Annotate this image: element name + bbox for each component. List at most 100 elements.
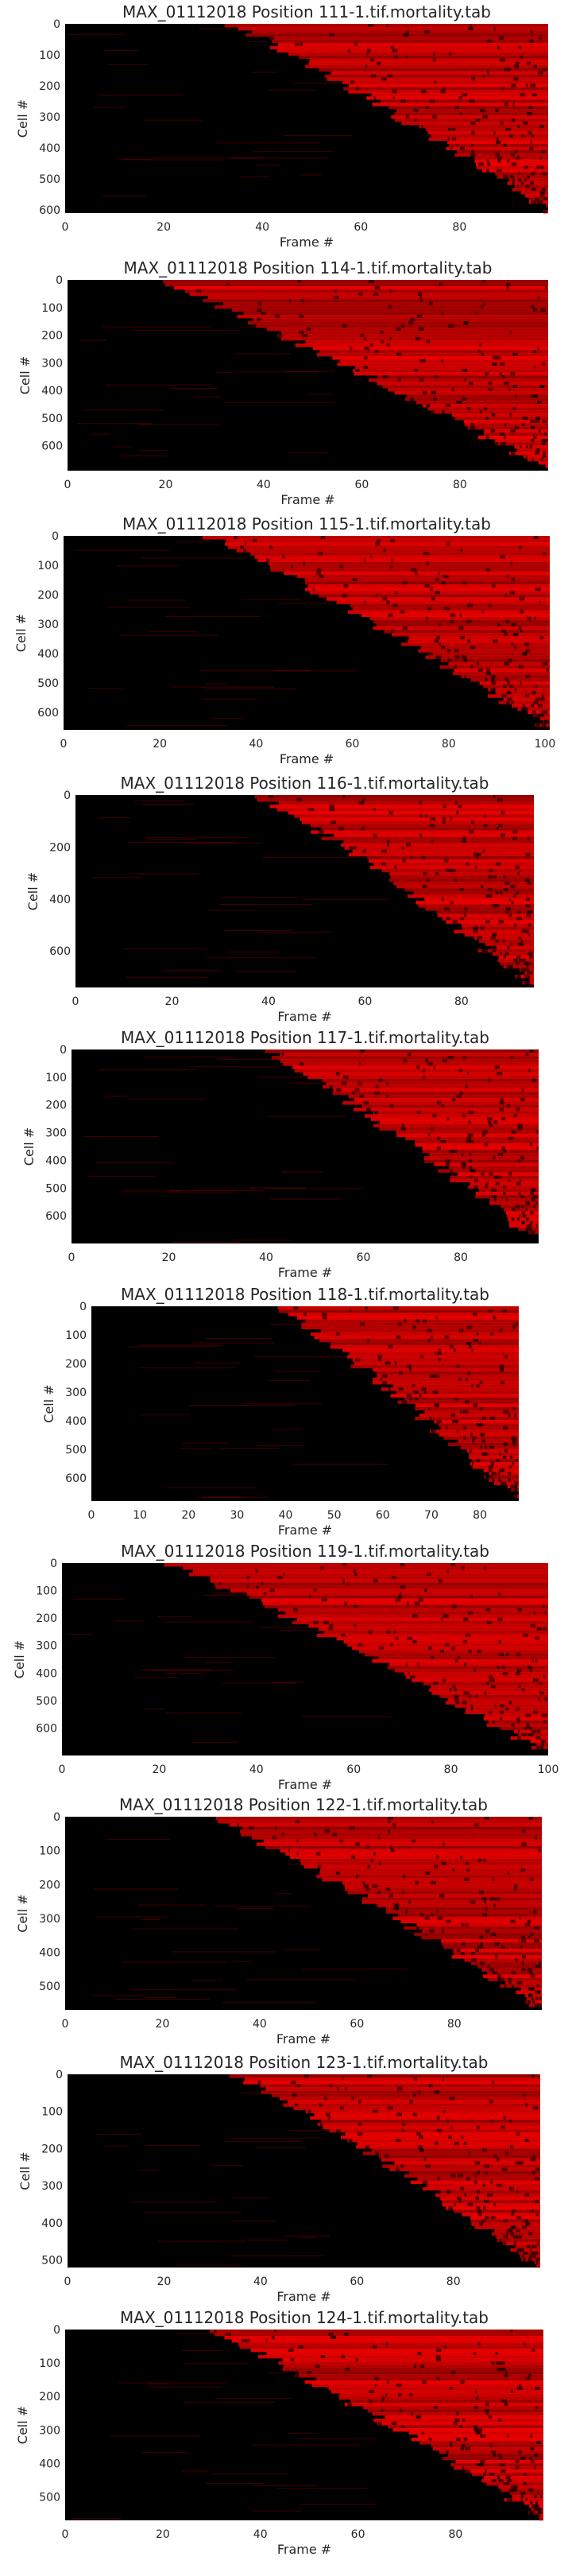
heatmap-gap bbox=[508, 2186, 515, 2191]
heatmap-gap bbox=[428, 2438, 432, 2442]
heatmap-gap bbox=[443, 2109, 446, 2113]
heatmap-row-band bbox=[394, 391, 548, 395]
heatmap-row-band bbox=[377, 2422, 543, 2426]
heatmap-gap bbox=[391, 629, 394, 634]
heatmap-gap bbox=[501, 629, 507, 634]
heatmap-gap bbox=[436, 2090, 440, 2094]
heatmap-gap bbox=[521, 1220, 525, 1224]
heatmap-gap bbox=[477, 668, 483, 673]
heatmap-streak bbox=[118, 565, 178, 567]
heatmap-gap bbox=[218, 1582, 222, 1586]
heatmap-row-band bbox=[510, 2492, 543, 2496]
heatmap-streak bbox=[171, 686, 274, 688]
heatmap-gap bbox=[424, 584, 431, 588]
heatmap-gap bbox=[481, 1133, 486, 1138]
heatmap-gap bbox=[477, 2431, 482, 2435]
heatmap-row-band bbox=[339, 2393, 543, 2397]
heatmap-row-band bbox=[423, 1156, 539, 1160]
heatmap-gap bbox=[529, 971, 533, 976]
heatmap-row-band bbox=[500, 1726, 548, 1731]
heatmap-row-band bbox=[385, 1907, 542, 1911]
heatmap-gap bbox=[520, 1156, 524, 1160]
heatmap-gap bbox=[484, 1566, 487, 1570]
heatmap-streak bbox=[82, 409, 165, 411]
heatmap-gap bbox=[507, 964, 512, 969]
heatmap-gap bbox=[446, 917, 450, 921]
heatmap-gap bbox=[439, 1649, 445, 1654]
heatmap-gap bbox=[525, 1208, 528, 1212]
heatmap-gap bbox=[338, 827, 344, 831]
heatmap-row-band bbox=[394, 112, 548, 116]
heatmap-row-band bbox=[210, 1576, 548, 1580]
heatmap-row-band bbox=[229, 1823, 542, 1827]
heatmap-row-band bbox=[396, 1133, 539, 1138]
heatmap-gap bbox=[508, 1136, 514, 1141]
heatmap-row-band bbox=[225, 542, 550, 546]
heatmap-streak bbox=[89, 688, 122, 689]
heatmap-row-band bbox=[445, 1701, 548, 1705]
heatmap-gap bbox=[396, 2384, 402, 2388]
heatmap-gap bbox=[318, 830, 324, 834]
heatmap-gap bbox=[342, 795, 345, 799]
heatmap-gap bbox=[450, 619, 454, 624]
heatmap-row-band bbox=[510, 1736, 548, 1740]
heatmap-row-band bbox=[458, 1439, 519, 1443]
heatmap-gap bbox=[450, 1345, 454, 1349]
heatmap-gap bbox=[499, 1468, 504, 1472]
heatmap-gap bbox=[442, 1929, 444, 1934]
heatmap-gap bbox=[477, 2171, 481, 2174]
heatmap-streak bbox=[238, 371, 319, 373]
heatmap-row-band bbox=[497, 2238, 540, 2242]
heatmap-gap bbox=[382, 1380, 387, 1385]
heatmap-row-band bbox=[498, 700, 550, 704]
heatmap-gap bbox=[543, 1739, 547, 1744]
heatmap-gap bbox=[482, 115, 488, 119]
heatmap-gap bbox=[471, 1348, 473, 1352]
heatmap-row-band bbox=[424, 1159, 539, 1163]
heatmap-gap bbox=[540, 191, 546, 195]
heatmap-gap bbox=[488, 894, 493, 898]
heatmap-gap bbox=[459, 146, 466, 151]
heatmap-gap bbox=[541, 385, 545, 389]
x-tick-label: 0 bbox=[62, 2528, 69, 2541]
heatmap-gap bbox=[419, 2135, 423, 2140]
heatmap-row-band bbox=[540, 716, 550, 721]
heatmap-gap bbox=[528, 2254, 531, 2259]
heatmap-streak bbox=[259, 2083, 342, 2085]
heatmap-row-band bbox=[269, 805, 534, 809]
heatmap-gap bbox=[510, 372, 516, 376]
heatmap-gap bbox=[514, 2241, 516, 2246]
heatmap-gap bbox=[512, 1439, 518, 1443]
heatmap-gap bbox=[512, 178, 516, 182]
heatmap-streak bbox=[92, 877, 142, 879]
chart-title: MAX_01112018 Position 119-1.tif.mortalit… bbox=[121, 1542, 489, 1561]
heatmap-gap bbox=[328, 1627, 334, 1631]
heatmap-row-band bbox=[416, 1922, 542, 1927]
heatmap-gap bbox=[470, 1449, 473, 1453]
heatmap-gap bbox=[344, 2333, 349, 2337]
heatmap-row-band bbox=[272, 39, 548, 44]
heatmap-gap bbox=[387, 843, 390, 847]
heatmap-streak bbox=[149, 630, 199, 632]
heatmap-row-band bbox=[342, 1348, 519, 1352]
heatmap-gap bbox=[375, 2151, 380, 2155]
heatmap-gap bbox=[462, 580, 466, 585]
heatmap-row-band bbox=[436, 910, 534, 914]
heatmap-gap bbox=[430, 588, 433, 592]
heatmap-gap bbox=[493, 1903, 497, 1907]
heatmap-gap bbox=[510, 884, 516, 889]
heatmap-gap bbox=[450, 2387, 453, 2391]
heatmap-gap bbox=[449, 52, 452, 56]
heatmap-row-band bbox=[310, 2116, 540, 2120]
heatmap-gap bbox=[534, 2003, 539, 2008]
heatmap-row-band bbox=[292, 1620, 548, 1625]
heatmap-gap bbox=[487, 71, 490, 75]
heatmap-gap bbox=[485, 2403, 489, 2407]
heatmap-gap bbox=[386, 2380, 389, 2384]
heatmap-gap bbox=[257, 318, 261, 322]
heatmap-streak bbox=[287, 1082, 375, 1084]
heatmap-row-band bbox=[330, 1341, 519, 1346]
heatmap-gap bbox=[471, 821, 474, 824]
heatmap-gap bbox=[520, 968, 527, 972]
heatmap-gap bbox=[480, 2434, 486, 2438]
